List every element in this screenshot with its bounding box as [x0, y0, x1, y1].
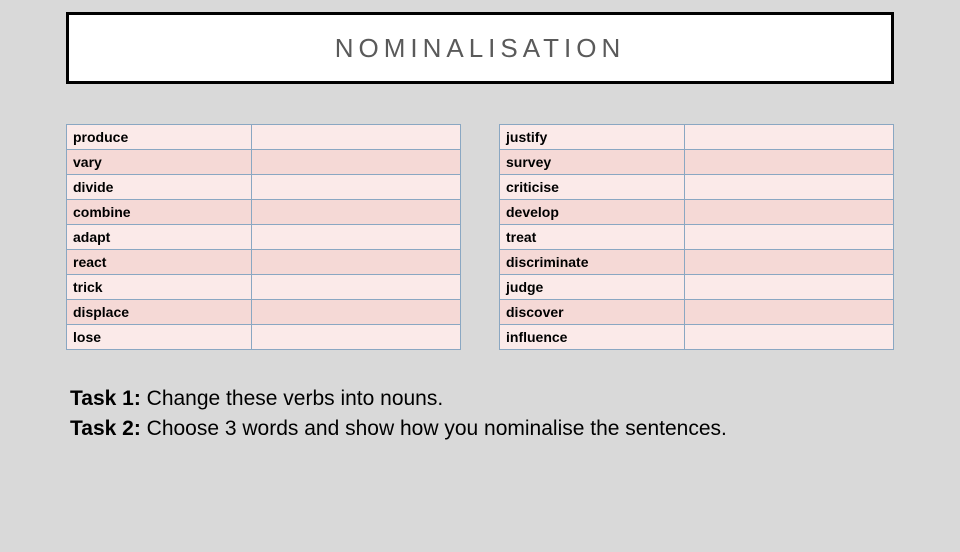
table-row: react — [67, 250, 461, 275]
verb-cell: react — [67, 250, 252, 275]
tables-container: producevarydividecombineadaptreacttrickd… — [66, 124, 894, 350]
verb-cell: produce — [67, 125, 252, 150]
verb-cell: influence — [500, 325, 685, 350]
tasks-block: Task 1: Change these verbs into nouns. T… — [70, 384, 960, 445]
table-row: divide — [67, 175, 461, 200]
verb-cell: displace — [67, 300, 252, 325]
verb-cell: trick — [67, 275, 252, 300]
verb-cell: criticise — [500, 175, 685, 200]
noun-cell — [685, 200, 894, 225]
verb-cell: lose — [67, 325, 252, 350]
table-row: criticise — [500, 175, 894, 200]
table-row: judge — [500, 275, 894, 300]
noun-cell — [252, 250, 461, 275]
table-row: vary — [67, 150, 461, 175]
task-2-text: Choose 3 words and show how you nominali… — [141, 417, 727, 440]
table-row: combine — [67, 200, 461, 225]
verb-cell: adapt — [67, 225, 252, 250]
noun-cell — [685, 125, 894, 150]
page-title: NOMINALISATION — [335, 33, 626, 64]
noun-cell — [252, 150, 461, 175]
noun-cell — [252, 275, 461, 300]
table-row: influence — [500, 325, 894, 350]
table-row: discover — [500, 300, 894, 325]
noun-cell — [685, 250, 894, 275]
task-1-label: Task 1: — [70, 387, 141, 410]
noun-cell — [685, 225, 894, 250]
verb-cell: combine — [67, 200, 252, 225]
verb-cell: justify — [500, 125, 685, 150]
noun-cell — [252, 200, 461, 225]
table-row: adapt — [67, 225, 461, 250]
verb-table-left: producevarydividecombineadaptreacttrickd… — [66, 124, 461, 350]
verb-cell: vary — [67, 150, 252, 175]
noun-cell — [252, 175, 461, 200]
verb-cell: discover — [500, 300, 685, 325]
verb-cell: judge — [500, 275, 685, 300]
table-row: survey — [500, 150, 894, 175]
verb-cell: survey — [500, 150, 685, 175]
table-row: lose — [67, 325, 461, 350]
title-box: NOMINALISATION — [66, 12, 894, 84]
task-1-text: Change these verbs into nouns. — [141, 387, 443, 410]
verb-cell: treat — [500, 225, 685, 250]
task-2-label: Task 2: — [70, 417, 141, 440]
table-row: produce — [67, 125, 461, 150]
table-row: trick — [67, 275, 461, 300]
table-row: treat — [500, 225, 894, 250]
noun-cell — [685, 275, 894, 300]
noun-cell — [252, 225, 461, 250]
verb-cell: discriminate — [500, 250, 685, 275]
noun-cell — [685, 150, 894, 175]
verb-table-right: justifysurveycriticisedeveloptreatdiscri… — [499, 124, 894, 350]
noun-cell — [685, 325, 894, 350]
table-row: discriminate — [500, 250, 894, 275]
table-row: develop — [500, 200, 894, 225]
noun-cell — [685, 175, 894, 200]
task-1: Task 1: Change these verbs into nouns. — [70, 384, 960, 414]
verb-cell: develop — [500, 200, 685, 225]
noun-cell — [252, 125, 461, 150]
task-2: Task 2: Choose 3 words and show how you … — [70, 414, 960, 444]
noun-cell — [252, 325, 461, 350]
verb-cell: divide — [67, 175, 252, 200]
table-row: justify — [500, 125, 894, 150]
noun-cell — [252, 300, 461, 325]
table-row: displace — [67, 300, 461, 325]
noun-cell — [685, 300, 894, 325]
